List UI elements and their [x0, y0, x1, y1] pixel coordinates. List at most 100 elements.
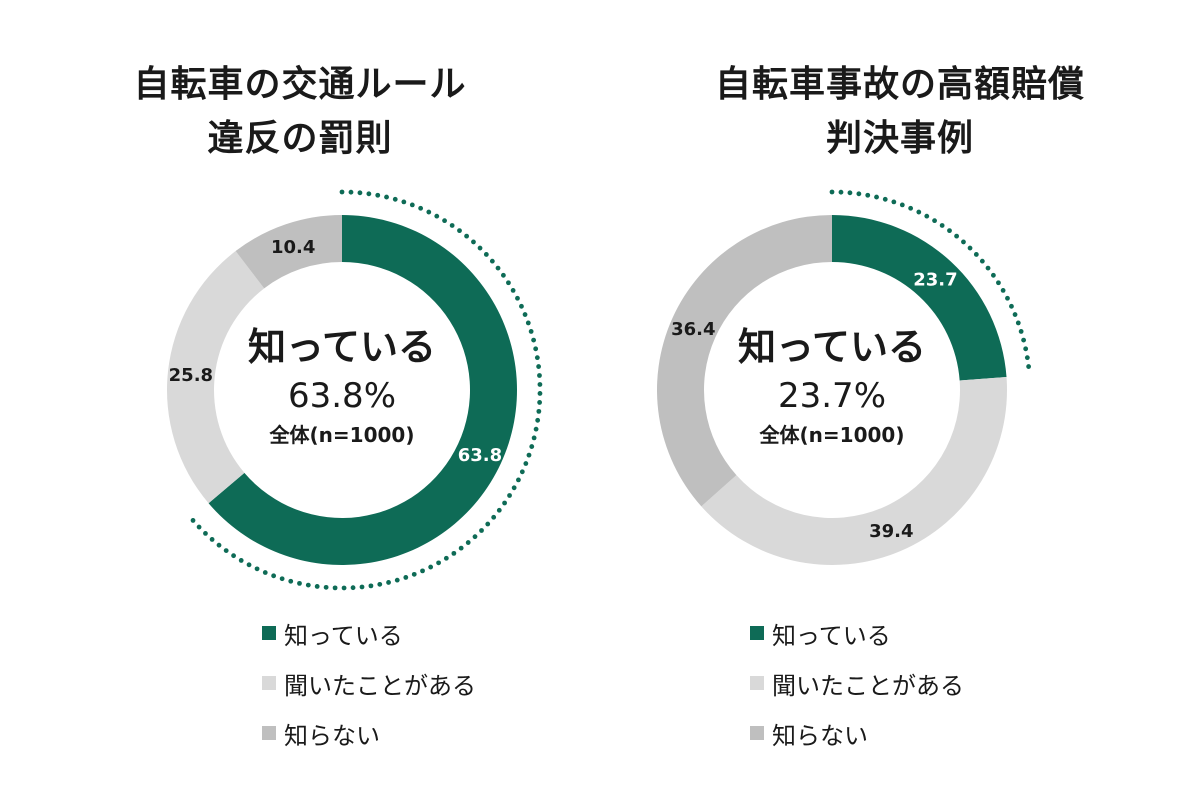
highlight-dot — [537, 400, 543, 405]
highlight-dot — [348, 189, 354, 195]
highlight-dot — [443, 555, 449, 561]
highlight-dot — [856, 191, 862, 197]
highlight-dot — [537, 373, 542, 378]
highlight-dot — [829, 189, 835, 195]
legend-label: 知らない — [284, 721, 380, 750]
legend-item-known: 知っている — [750, 618, 891, 650]
highlight-dot — [916, 209, 922, 215]
highlight-dot — [534, 355, 540, 361]
center-note: 全体(n=1000) — [269, 423, 415, 447]
donut-slice-unknown — [657, 215, 832, 507]
highlight-dot — [238, 558, 244, 563]
highlight-dot — [525, 320, 531, 326]
highlight-dot — [436, 560, 441, 566]
legend-item-known: 知っている — [262, 618, 403, 650]
data-label-known: 23.7 — [913, 270, 957, 291]
data-label-unknown: 10.4 — [271, 237, 315, 258]
donut-center-text: 知っている 23.7% 全体(n=1000) — [717, 322, 947, 450]
highlight-dot — [472, 534, 478, 540]
highlight-dot — [523, 461, 529, 466]
highlight-dot — [271, 573, 277, 579]
highlight-dot — [254, 566, 260, 572]
highlight-dot — [985, 265, 991, 271]
highlight-dot — [465, 540, 471, 545]
highlight-dot — [314, 584, 320, 589]
chart-title: 自転車事故の高額賠償 判決事例 — [600, 58, 1200, 166]
highlight-dot — [403, 575, 409, 580]
legend-label: 知らない — [772, 721, 868, 750]
highlight-dot — [882, 196, 888, 202]
highlight-dot — [973, 252, 979, 257]
chart-title-line-1: 自転車の交通ルール — [133, 64, 467, 105]
highlight-dot — [359, 584, 365, 590]
legend-swatch-known — [262, 626, 276, 640]
highlight-dot — [536, 408, 542, 414]
highlight-dot — [961, 239, 966, 245]
highlight-dot — [515, 295, 520, 301]
highlight-dot — [216, 542, 222, 548]
legend-item-unknown: 知らない — [750, 718, 868, 750]
center-value: 23.7% — [777, 376, 886, 416]
highlight-dot — [288, 578, 294, 584]
highlight-dot — [411, 571, 417, 577]
highlight-dot — [366, 191, 372, 197]
highlight-dot — [891, 199, 897, 205]
highlight-dot — [990, 272, 996, 278]
highlight-dot — [483, 252, 489, 257]
highlight-dot — [1009, 303, 1014, 309]
highlight-dot — [874, 194, 879, 200]
highlight-dot — [477, 245, 483, 251]
legend-label: 聞いたことがある — [772, 671, 964, 700]
highlight-dot — [464, 233, 470, 239]
highlight-dot — [908, 205, 914, 211]
highlight-dot — [529, 444, 535, 449]
legend-swatch-heard — [750, 676, 764, 690]
highlight-dot — [865, 192, 871, 198]
donut-chart-traffic-rules: 63.8 25.8 10.4 — [166, 189, 543, 591]
highlight-dot — [519, 303, 524, 309]
highlight-dot — [190, 518, 196, 523]
highlight-dot — [420, 568, 425, 574]
highlight-dot — [496, 507, 502, 513]
highlight-dot — [428, 564, 434, 570]
highlight-dot — [223, 548, 229, 553]
highlight-dot — [279, 576, 285, 582]
highlight-dot — [384, 194, 389, 200]
highlight-dot — [305, 582, 311, 588]
highlight-dot — [522, 312, 528, 317]
highlight-dot — [1012, 312, 1018, 317]
highlight-dot — [401, 199, 407, 205]
highlight-dot — [394, 577, 400, 583]
highlight-dot — [377, 581, 383, 587]
legend-label: 聞いたことがある — [284, 671, 476, 700]
chart-title-line-1: 自転車事故の高額賠償 — [714, 64, 1085, 105]
highlight-dot — [519, 469, 525, 475]
chart-title-line-2: 違反の罰則 — [207, 118, 393, 159]
highlight-dot — [924, 213, 930, 219]
highlight-dot — [537, 391, 543, 396]
highlight-dot — [533, 426, 539, 432]
highlight-dot — [1018, 329, 1024, 334]
legend-item-unknown: 知らない — [262, 718, 380, 750]
highlight-dot — [357, 190, 363, 196]
highlight-dot — [506, 280, 511, 286]
donut-slice-unknown — [235, 215, 342, 289]
donut-slice-known — [832, 215, 1007, 381]
highlight-dot — [339, 189, 345, 195]
chart-title: 自転車の交通ルール 違反の罰則 — [0, 58, 600, 166]
highlight-dot — [528, 329, 534, 334]
highlight-dot — [196, 524, 202, 530]
chart-title-line-2: 判決事例 — [825, 118, 974, 159]
highlight-dot — [932, 218, 937, 224]
highlight-dot — [485, 521, 491, 527]
highlight-dot — [536, 364, 542, 369]
highlight-dot — [231, 553, 236, 559]
highlight-dot — [526, 452, 532, 458]
highlight-dot — [458, 545, 464, 551]
center-note: 全体(n=1000) — [759, 423, 905, 447]
highlight-dot — [262, 570, 268, 575]
highlight-dot — [533, 346, 539, 352]
highlight-dot — [451, 550, 457, 556]
legend-item-heard: 聞いたことがある — [262, 668, 476, 700]
